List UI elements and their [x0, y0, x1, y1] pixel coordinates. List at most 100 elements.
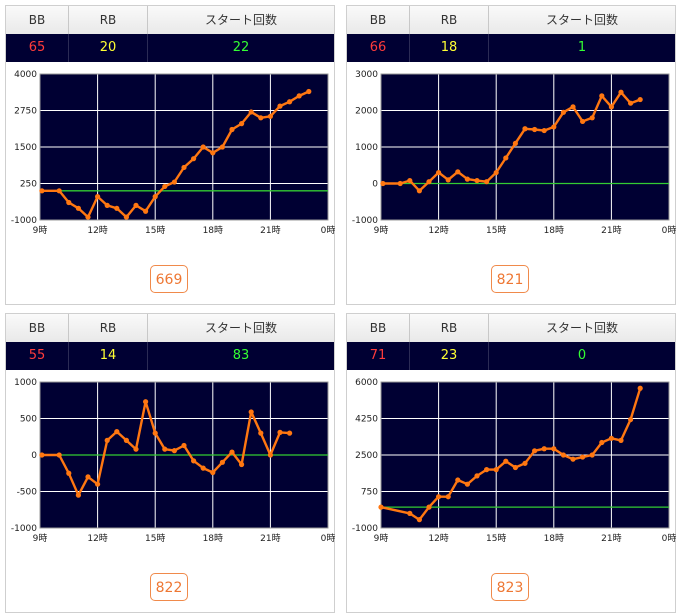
- rb-header: RB: [410, 6, 489, 34]
- y-tick-label: 3000: [355, 70, 378, 80]
- y-tick-label: 4250: [355, 415, 378, 425]
- y-tick-label: 0: [372, 180, 378, 190]
- machine-number-button[interactable]: 669: [150, 265, 188, 293]
- data-point: [277, 103, 283, 109]
- y-tick-label: -1000: [11, 524, 37, 534]
- bb-header: BB: [6, 314, 69, 342]
- data-point: [114, 205, 120, 211]
- data-point: [445, 177, 451, 183]
- y-tick-label: 500: [20, 415, 37, 425]
- data-point: [143, 208, 149, 214]
- data-point: [219, 459, 225, 465]
- bb-header: BB: [347, 6, 410, 34]
- rb-count: 18: [410, 34, 489, 62]
- x-tick-label: 12時: [87, 533, 107, 544]
- header-row: BB RB スタート回数: [6, 314, 334, 343]
- data-point: [104, 202, 110, 208]
- rb-header: RB: [69, 6, 148, 34]
- data-point: [608, 104, 614, 110]
- data-point: [152, 194, 158, 200]
- y-tick-label: 750: [361, 488, 378, 498]
- start-count: 0: [577, 348, 587, 363]
- data-point: [258, 430, 264, 436]
- data-point: [229, 449, 235, 455]
- value-row: 71 23 0: [347, 342, 675, 370]
- start-header: スタート回数: [204, 321, 277, 335]
- data-point: [39, 188, 45, 194]
- header-row: BB RB スタート回数: [6, 6, 334, 35]
- data-point: [532, 448, 538, 454]
- data-point: [287, 99, 293, 105]
- slump-graph: 9時 12時 15時 18時 21時 0時 4000 2750 1500 250 -1000: [11, 70, 336, 236]
- y-tick-label: 4000: [14, 70, 37, 80]
- bb-header: BB: [347, 314, 410, 342]
- data-point: [426, 504, 432, 510]
- machine-number-button[interactable]: 823: [491, 573, 529, 601]
- data-point: [570, 456, 576, 462]
- data-point: [123, 437, 129, 443]
- x-tick-label: 12時: [428, 225, 448, 236]
- machine-number-button[interactable]: 822: [150, 573, 188, 601]
- rb-header: RB: [410, 314, 489, 342]
- data-point: [143, 399, 149, 405]
- x-tick-label: 9時: [374, 533, 389, 544]
- data-point: [407, 177, 413, 184]
- data-point: [455, 169, 461, 175]
- y-tick-label: 1500: [14, 143, 37, 153]
- bb-count: 66: [347, 34, 410, 62]
- y-tick-label: 1000: [14, 378, 37, 388]
- y-tick-label: 250: [20, 180, 37, 190]
- data-point: [171, 179, 177, 185]
- value-row: 55 14 83: [6, 342, 334, 370]
- start-count: 83: [232, 348, 250, 363]
- data-point: [95, 194, 101, 200]
- data-point: [75, 205, 81, 211]
- data-point: [191, 156, 197, 162]
- data-point: [628, 100, 634, 106]
- data-point: [123, 214, 129, 220]
- data-point: [277, 429, 283, 435]
- data-point: [200, 465, 206, 471]
- y-tick-label: -1000: [352, 216, 378, 226]
- data-point: [580, 118, 586, 125]
- x-tick-label: 18時: [544, 225, 564, 236]
- data-point: [589, 115, 595, 121]
- data-point: [239, 461, 245, 468]
- machine-number-button[interactable]: 821: [491, 265, 529, 293]
- data-point: [219, 144, 225, 150]
- data-point: [618, 437, 624, 443]
- y-tick-label: 2750: [14, 107, 37, 117]
- data-point: [397, 180, 403, 187]
- data-point: [512, 140, 518, 146]
- plot-border: [380, 381, 670, 529]
- data-point: [484, 179, 490, 185]
- data-point: [503, 155, 509, 161]
- data-point: [66, 470, 72, 476]
- data-point: [464, 481, 470, 487]
- header-row: BB RB スタート回数: [347, 314, 675, 343]
- x-tick-label: 18時: [544, 533, 564, 544]
- bb-header: BB: [6, 6, 69, 34]
- x-tick-label: 18時: [203, 533, 223, 544]
- x-tick-label: 21時: [260, 533, 280, 544]
- data-point: [445, 494, 451, 500]
- data-point: [474, 177, 480, 184]
- data-point: [570, 104, 576, 110]
- data-point: [628, 416, 634, 423]
- data-point: [380, 180, 386, 187]
- data-point: [436, 169, 442, 176]
- value-row: 66 18 1: [347, 34, 675, 62]
- data-point: [474, 473, 480, 479]
- data-point: [56, 452, 62, 458]
- data-point: [133, 446, 139, 452]
- data-point: [618, 89, 624, 95]
- data-point: [85, 474, 91, 480]
- data-point: [407, 510, 413, 516]
- header-row: BB RB スタート回数: [347, 6, 675, 35]
- data-point: [114, 429, 120, 435]
- plot-border: [39, 73, 329, 221]
- x-tick-label: 21時: [601, 225, 621, 236]
- x-tick-label: 18時: [203, 225, 223, 236]
- data-point: [599, 93, 605, 99]
- data-point: [512, 464, 518, 471]
